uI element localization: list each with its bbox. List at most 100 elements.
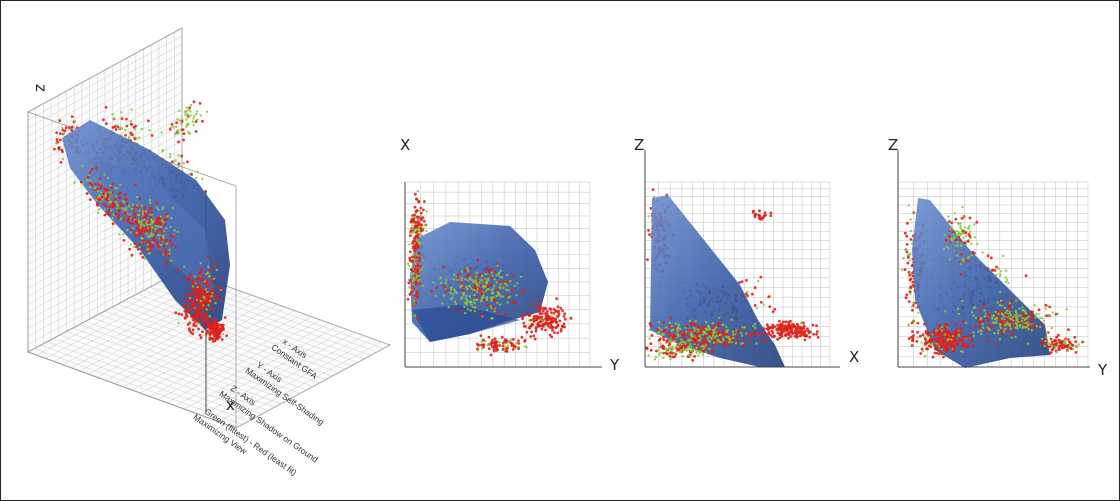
scatter-point — [447, 305, 450, 309]
scatter-point — [411, 227, 415, 230]
scatter-point — [1009, 327, 1012, 331]
scatter-point — [68, 126, 71, 130]
scatter-point — [123, 193, 127, 196]
grid-line — [114, 301, 269, 384]
scatter-point — [155, 219, 159, 223]
scatter-point — [974, 326, 977, 329]
scatter-point — [1006, 278, 1009, 282]
scatter-point — [907, 300, 911, 303]
scatter-point — [194, 320, 197, 324]
scatter-point — [178, 109, 181, 113]
scatter-point — [790, 328, 793, 332]
scatter-point — [995, 342, 999, 345]
scatter-point — [60, 126, 64, 130]
scatter-point — [730, 318, 733, 321]
scatter-point — [996, 332, 1000, 335]
scatter-point — [418, 282, 422, 285]
scatter-point — [212, 307, 216, 311]
scatter-point — [1010, 336, 1013, 339]
scatter-point — [1058, 348, 1061, 351]
scatter-point — [947, 337, 950, 341]
scatter-point — [409, 229, 413, 233]
scatter-point — [414, 301, 418, 305]
scatter-point — [780, 323, 784, 327]
scatter-point — [468, 300, 471, 303]
scatter-point — [212, 277, 216, 280]
scatter-point — [408, 292, 412, 296]
scatter-point — [649, 342, 653, 346]
scatter-point — [761, 340, 764, 343]
scatter-point — [905, 234, 909, 238]
scatter-point — [197, 294, 201, 298]
scatter-point — [985, 329, 988, 333]
scatter-point — [768, 305, 772, 308]
scatter-point — [90, 183, 94, 187]
scatter-point — [1045, 336, 1048, 339]
scatter-point — [1049, 337, 1053, 341]
scatter-point — [199, 291, 203, 295]
scatter-point — [943, 322, 947, 326]
scatter-point — [702, 333, 705, 336]
panel-xy-y-label: Y — [609, 356, 620, 374]
scatter-point — [169, 152, 172, 156]
scatter-point — [506, 346, 509, 350]
scatter-point — [221, 333, 225, 336]
scatter-point — [949, 237, 953, 240]
scatter-point — [687, 354, 690, 357]
scatter-point — [465, 302, 469, 306]
scatter-point — [187, 300, 191, 304]
scatter-point — [944, 329, 947, 332]
scatter-point — [696, 328, 700, 331]
scatter-point — [949, 345, 953, 349]
scatter-point — [196, 321, 199, 325]
scatter-point — [127, 217, 131, 221]
scatter-point — [203, 320, 207, 323]
scatter-point — [1057, 333, 1060, 337]
scatter-point — [1047, 313, 1051, 317]
scatter-point — [947, 235, 951, 239]
scatter-point — [111, 222, 115, 226]
scatter-point — [482, 338, 485, 342]
scatter-point — [425, 210, 428, 213]
scatter-point — [185, 123, 188, 126]
scatter-point — [468, 295, 472, 298]
scatter-point — [967, 345, 970, 349]
scatter-point — [103, 213, 107, 217]
scatter-point — [174, 159, 177, 162]
scatter-point — [929, 343, 932, 346]
scatter-point — [115, 195, 118, 198]
scatter-point — [521, 317, 524, 321]
scatter-point — [669, 316, 673, 320]
scatter-point — [723, 340, 727, 344]
scatter-point — [88, 171, 92, 174]
scatter-point — [718, 340, 721, 343]
scatter-point — [535, 314, 539, 318]
scatter-point — [148, 207, 152, 211]
scatter-point — [755, 332, 759, 336]
scatter-point — [489, 353, 493, 357]
scatter-point — [141, 226, 145, 230]
scatter-point — [976, 320, 980, 324]
scatter-point — [411, 283, 415, 286]
scatter-point — [961, 341, 965, 344]
scatter-point — [129, 228, 133, 232]
scatter-point — [153, 232, 157, 235]
scatter-point — [495, 344, 499, 348]
scatter-point — [196, 118, 199, 121]
scatter-point — [199, 262, 202, 265]
scatter-point — [194, 324, 198, 328]
scatter-point — [418, 240, 421, 244]
scatter-point — [411, 246, 415, 250]
scatter-point — [1044, 339, 1047, 343]
scatter-point — [98, 198, 102, 202]
scatter-point — [741, 326, 744, 329]
scatter-point — [482, 284, 485, 287]
grid-line — [27, 60, 183, 145]
scatter-point — [199, 336, 203, 340]
scatter-point — [125, 117, 128, 121]
scatter-point — [189, 103, 193, 107]
scatter-point — [210, 294, 213, 298]
scatter-point — [677, 324, 681, 327]
scatter-point — [545, 312, 549, 316]
scatter-point — [104, 105, 108, 109]
